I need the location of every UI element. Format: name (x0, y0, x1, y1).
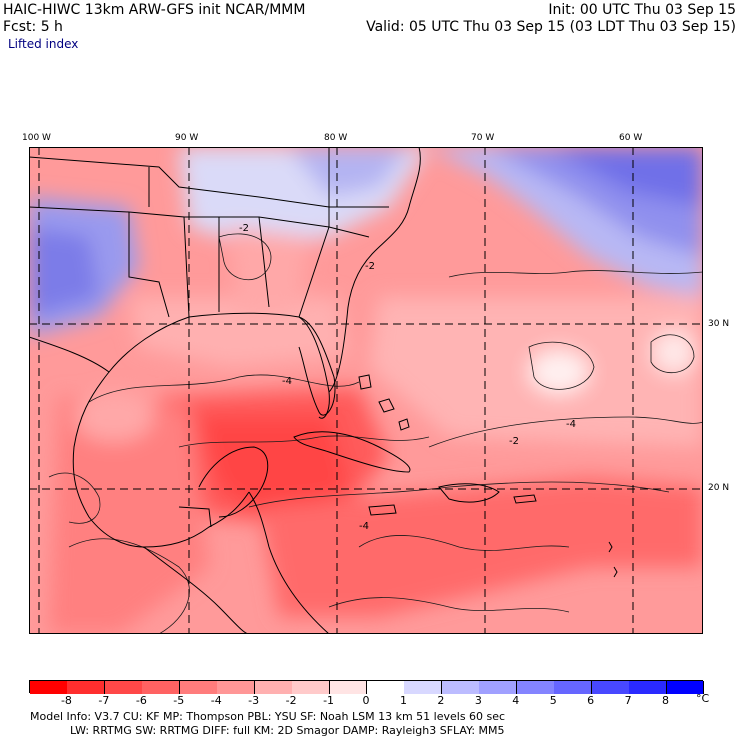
colorbar-label: 0 (362, 694, 370, 707)
colorbar-label: -1 (323, 694, 335, 707)
colorbar-swatch (404, 681, 443, 694)
contour-label: -4 (282, 376, 292, 387)
lifted-index-map: -2 -4 -4 -2 -4 -2 (29, 147, 703, 634)
lifted-index-contours (48, 233, 703, 634)
graticule (29, 147, 703, 634)
colorbar-label: -4 (210, 694, 222, 707)
init-time: Init: 00 UTC Thu 03 Sep 15 (548, 2, 736, 18)
colorbar-swatch (292, 681, 331, 694)
lon-tick-90w: 90 W (175, 133, 199, 143)
forecast-hour: Fcst: 5 h (3, 19, 63, 35)
colorbar-label: -3 (248, 694, 260, 707)
lon-tick-60w: 60 W (619, 133, 643, 143)
lon-tick-100w: 100 W (22, 133, 51, 143)
colorbar-label: 2 (437, 694, 445, 707)
colorbar-unit: °C (696, 692, 710, 705)
colorbar-label: 1 (399, 694, 407, 707)
colorbar-swatch (179, 681, 218, 694)
contour-label: -4 (359, 521, 369, 532)
colorbar-label: 3 (474, 694, 482, 707)
colorbar-swatch (142, 681, 181, 694)
colorbar-swatch (367, 681, 405, 694)
lat-tick-30n: 30 N (708, 319, 730, 329)
colorbar-swatch (67, 681, 106, 694)
contour-label: -2 (509, 436, 519, 447)
colorbar-label: 5 (549, 694, 557, 707)
colorbar-label: -2 (285, 694, 297, 707)
colorbar-swatch (591, 681, 630, 694)
colorbar-swatch (329, 681, 368, 694)
colorbar-swatch (217, 681, 256, 694)
lon-tick-70w: 70 W (471, 133, 495, 143)
colorbar-label: -8 (60, 694, 72, 707)
colorbar-swatch (441, 681, 480, 694)
model-info-line2: LW: RRTMG SW: RRTMG DIFF: full KM: 2D Sm… (70, 724, 505, 737)
colorbar-swatch (666, 681, 705, 694)
model-info-line1: Model Info: V3.7 CU: KF MP: Thompson PBL… (30, 710, 506, 723)
colorbar-swatch (554, 681, 593, 694)
coastlines (29, 147, 618, 634)
model-title: HAIC-HIWC 13km ARW-GFS init NCAR/MMM (3, 2, 306, 18)
contour-label: -4 (566, 419, 576, 430)
colorbar-label: 6 (587, 694, 595, 707)
colorbar-label: 7 (624, 694, 632, 707)
lon-tick-80w: 80 W (324, 133, 348, 143)
colorbar-label: -6 (135, 694, 147, 707)
colorbar-label: 4 (512, 694, 520, 707)
colorbar-swatch (629, 681, 668, 694)
colorbar-label: 8 (662, 694, 670, 707)
colorbar-swatch (479, 681, 518, 694)
lat-tick-20n: 20 N (708, 483, 730, 493)
colorbar-swatch (516, 681, 555, 694)
colorbar-label: -5 (173, 694, 185, 707)
contour-label: -2 (365, 261, 375, 272)
colorbar-swatch (30, 681, 68, 694)
colorbar (29, 680, 705, 694)
valid-time: Valid: 05 UTC Thu 03 Sep 15 (03 LDT Thu … (366, 19, 736, 35)
field-label: Lifted index (8, 37, 79, 51)
colorbar-swatch (104, 681, 143, 694)
contour-label: -2 (239, 223, 249, 234)
colorbar-label: -7 (98, 694, 110, 707)
colorbar-swatch (254, 681, 293, 694)
